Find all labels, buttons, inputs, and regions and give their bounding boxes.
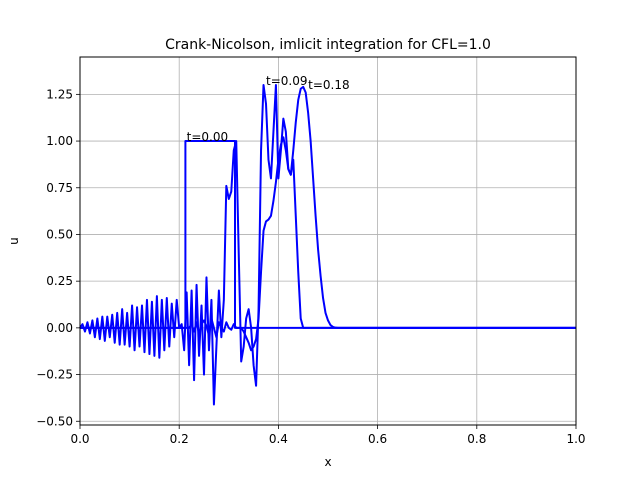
annotation-label: t=0.18	[308, 78, 349, 92]
x-tick-label: 0.8	[467, 432, 486, 446]
chart-title: Crank-Nicolson, imlicit integration for …	[165, 37, 491, 53]
y-tick-label: 0.25	[46, 274, 73, 288]
annotation-label: t=0.00	[187, 130, 228, 144]
data-lines	[79, 84, 576, 406]
x-tick-label: 0.0	[70, 432, 89, 446]
x-axis-label: x	[324, 455, 331, 469]
y-tick-label: 0.50	[46, 227, 73, 241]
x-tick-label: 1.0	[566, 432, 585, 446]
y-tick-label: 1.25	[46, 87, 73, 101]
series-line-2	[80, 85, 576, 352]
axis-ticks: 0.0 0.2 0.4 0.6 0.8 1.0 −0.50 −0.25 0.00 0.25 0.50…	[36, 87, 585, 446]
y-tick-label: −0.50	[36, 414, 73, 428]
y-tick-label: 1.00	[46, 134, 73, 148]
annotation-label: t=0.09	[266, 74, 307, 88]
annotations: t=0.00 t=0.09 t=0.18	[187, 74, 350, 144]
plot-area	[80, 57, 576, 425]
y-tick-label: 0.00	[46, 321, 73, 335]
x-tick-label: 0.4	[269, 432, 288, 446]
series-line-1	[79, 84, 576, 406]
x-tick-label: 0.2	[170, 432, 189, 446]
plot-frame	[79, 56, 577, 426]
y-tick-label: 0.75	[46, 181, 73, 195]
y-tick-label: −0.25	[36, 368, 73, 382]
y-axis-label: u	[7, 237, 21, 245]
x-tick-label: 0.6	[368, 432, 387, 446]
